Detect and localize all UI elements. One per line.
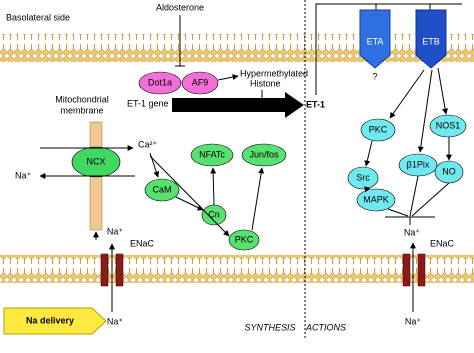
label: ? [372, 71, 377, 81]
node: Dot1a [148, 77, 172, 87]
node: NO [442, 166, 456, 176]
node: PKC [369, 124, 388, 134]
node: NCX [86, 156, 105, 166]
label: Histone [250, 78, 281, 88]
label: Mitochondrial [55, 94, 109, 104]
label: membrane [60, 105, 103, 115]
node: AF9 [192, 77, 209, 87]
node: NOS1 [436, 120, 461, 130]
label: Ca²⁺ [138, 139, 158, 149]
label: Na⁺ [15, 170, 32, 180]
label: Hypermethylated [240, 68, 308, 78]
label: Na⁺ [107, 316, 124, 326]
node: CaM [152, 184, 171, 194]
node: ET-1 [306, 99, 325, 109]
label: Na⁺ [404, 227, 421, 237]
label: ACTIONS [305, 322, 346, 332]
label: Aldosterone [156, 2, 204, 12]
node: MAPK [363, 194, 389, 204]
node: PKC [235, 234, 254, 244]
label: Na⁺ [405, 316, 422, 326]
label: ET-1 gene [127, 98, 169, 108]
label: ENaC [430, 238, 455, 248]
label: Na delivery [26, 315, 74, 325]
node: Cn [208, 209, 220, 219]
label: Basolateral side [6, 12, 70, 22]
node: ETA [367, 36, 384, 46]
membranes [0, 34, 474, 283]
label: ENaC [130, 238, 155, 248]
node: NFATc [199, 149, 225, 159]
label: Na⁺ [107, 226, 124, 236]
node: β1Pix [407, 159, 430, 169]
node: ETB [422, 36, 440, 46]
node: Jun/fos [249, 149, 279, 159]
node: Src [356, 172, 370, 182]
label: SYNTHESIS [244, 322, 295, 332]
